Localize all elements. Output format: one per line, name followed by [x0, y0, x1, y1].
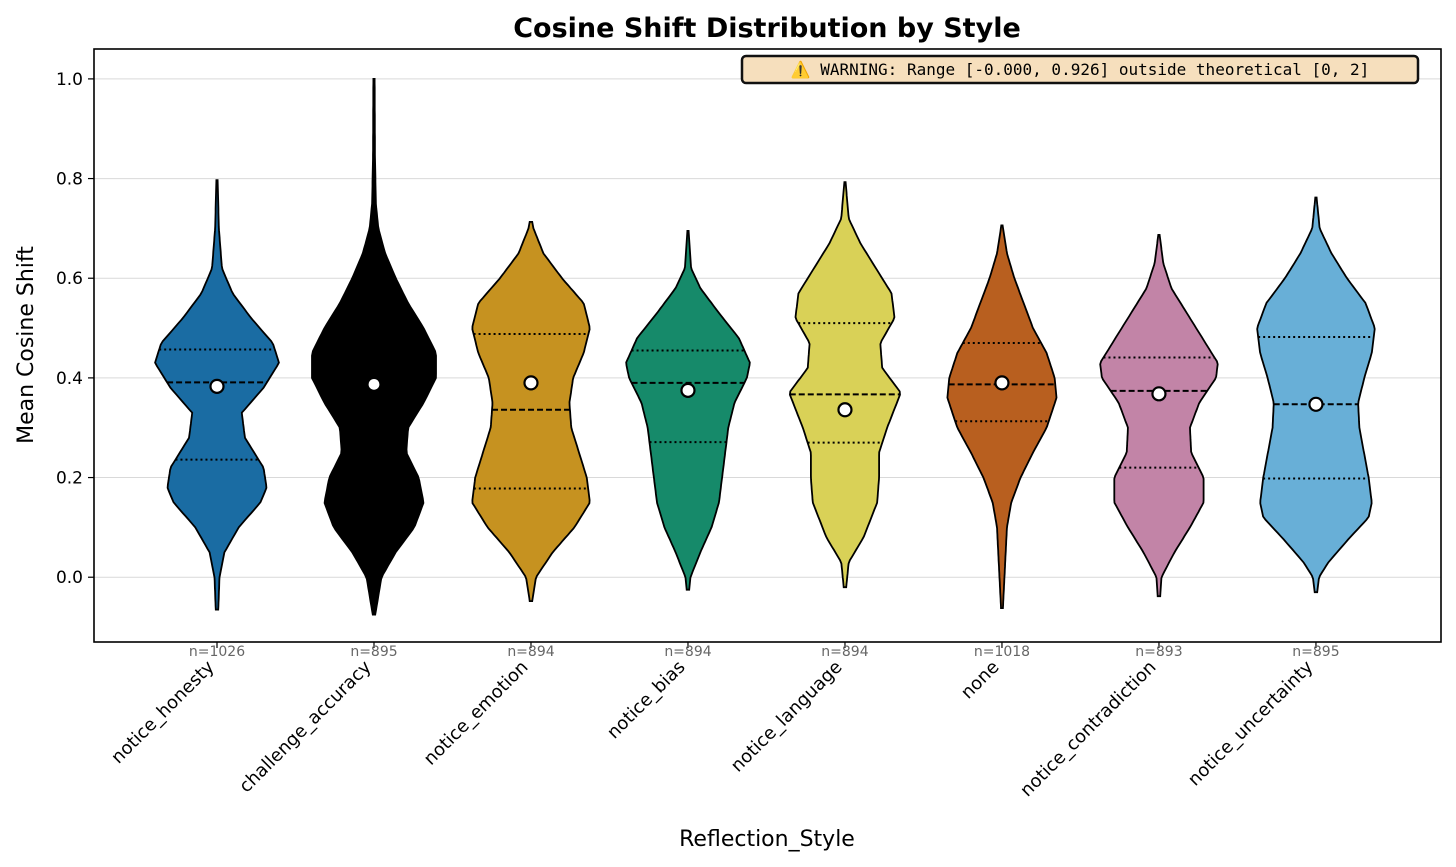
violin-notice-honesty: [154, 179, 280, 611]
y-tick-label: 0.2: [56, 469, 83, 489]
violin-notice-language: [788, 181, 901, 589]
sample-size-label: n=1018: [974, 644, 1030, 660]
violin-challenge-accuracy: [311, 78, 437, 616]
y-tick-label: 0.0: [56, 568, 83, 588]
violin-body: [788, 181, 901, 589]
violin-body: [1256, 196, 1376, 594]
mean-marker: [994, 375, 1010, 391]
x-axis-label: Reflection_Style: [679, 827, 855, 852]
warning-box: [740, 54, 1420, 85]
mean-marker: [1151, 386, 1167, 402]
violin-body: [946, 224, 1058, 609]
mean-marker: [837, 402, 853, 418]
y-ticks: 0.0 0.2 0.4 0.6 0.8 1.0: [56, 70, 94, 588]
sample-size-label: n=895: [350, 644, 397, 660]
chart-title: Cosine Shift Distribution by Style: [513, 13, 1021, 44]
violin-notice-emotion: [471, 221, 591, 602]
violin-none: [946, 224, 1058, 609]
sample-size-label: n=893: [1135, 644, 1182, 660]
mean-marker: [680, 382, 696, 398]
warning-text: ⚠️ WARNING: Range [-0.000, 0.926] outsid…: [791, 60, 1370, 79]
sample-size-label: n=895: [1292, 644, 1339, 660]
violins: [154, 78, 1376, 616]
plot-frame: [93, 48, 1442, 643]
violin-notice-uncertainty: [1256, 196, 1376, 594]
violin-body: [1099, 234, 1219, 598]
violin-body: [471, 221, 591, 602]
warning-annotation: ⚠️ WARNING: Range [-0.000, 0.926] outsid…: [740, 54, 1420, 85]
violin-body: [154, 179, 280, 611]
y-tick-label: 0.8: [56, 170, 83, 190]
sample-size-label: n=894: [821, 644, 868, 660]
violin-body: [311, 78, 437, 616]
mean-marker: [523, 375, 539, 391]
mean-marker: [209, 378, 225, 394]
mean-marker: [366, 376, 382, 392]
sample-size-label: n=894: [664, 644, 711, 660]
y-axis-label: Mean Cosine Shift: [14, 246, 39, 444]
mean-marker: [1308, 396, 1324, 412]
y-tick-label: 1.0: [56, 70, 83, 90]
sample-size-label: n=894: [507, 644, 554, 660]
y-tick-label: 0.4: [56, 369, 83, 389]
violin-body: [625, 230, 751, 591]
y-tick-label: 0.6: [56, 269, 83, 289]
violin-notice-contradiction: [1099, 234, 1219, 598]
sample-size-label: n=1026: [189, 644, 245, 660]
violin-notice-bias: [625, 230, 751, 591]
